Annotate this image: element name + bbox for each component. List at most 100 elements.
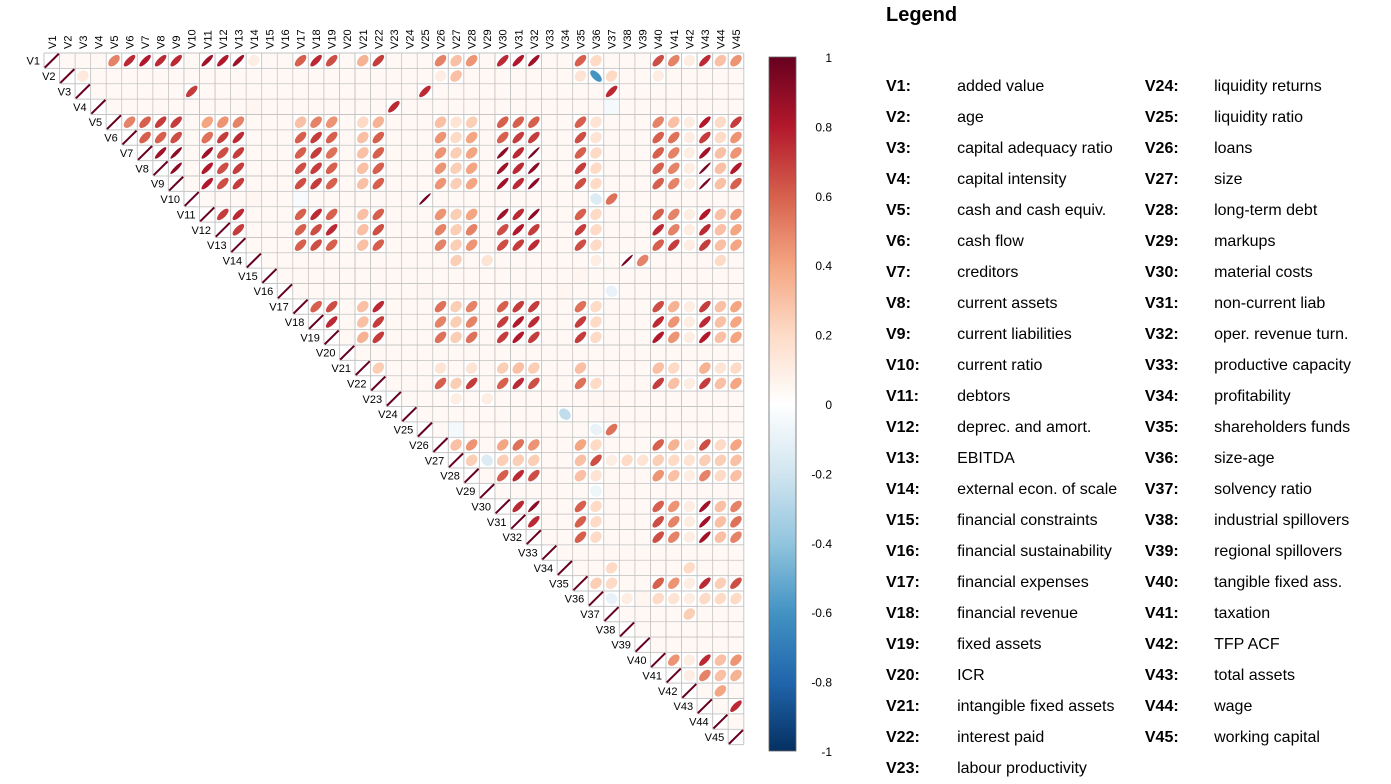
correlation-cell bbox=[573, 391, 588, 407]
correlation-cell bbox=[573, 84, 588, 99]
correlation-cell bbox=[557, 176, 573, 191]
correlation-cell bbox=[511, 253, 526, 268]
row-label: V31 bbox=[487, 517, 507, 529]
correlation-cell bbox=[262, 191, 277, 207]
correlation-ellipse bbox=[574, 439, 587, 451]
legend-code: V7: bbox=[886, 263, 911, 281]
legend-label: external econ. of scale bbox=[957, 480, 1118, 498]
legend-label: oper. revenue turn. bbox=[1214, 325, 1349, 343]
correlation-cell bbox=[417, 330, 433, 345]
legend-label: ICR bbox=[957, 666, 985, 684]
correlation-ellipse bbox=[139, 54, 151, 67]
correlation-cell bbox=[635, 606, 650, 622]
correlation-ellipse bbox=[714, 147, 727, 159]
correlation-cell bbox=[619, 499, 635, 514]
correlation-cell bbox=[542, 130, 557, 145]
legend-label: creditors bbox=[957, 263, 1019, 281]
correlation-ellipse bbox=[465, 54, 478, 67]
correlation-cell bbox=[402, 176, 417, 191]
correlation-cell bbox=[635, 391, 650, 407]
correlation-ellipse bbox=[590, 500, 602, 513]
correlation-ellipse bbox=[232, 116, 245, 128]
correlation-cell bbox=[479, 53, 495, 68]
correlation-cell bbox=[666, 422, 682, 437]
correlation-cell bbox=[293, 84, 308, 99]
correlation-cell bbox=[728, 483, 744, 499]
correlation-ellipse bbox=[559, 408, 571, 420]
row-label: V36 bbox=[565, 594, 585, 606]
correlation-cell bbox=[479, 145, 495, 161]
correlation-ellipse bbox=[310, 54, 322, 67]
correlation-ellipse bbox=[730, 54, 742, 67]
column-label: V20 bbox=[342, 29, 354, 49]
correlation-cell bbox=[479, 407, 495, 422]
correlation-cell bbox=[464, 191, 479, 207]
legend-label: capital intensity bbox=[957, 170, 1067, 188]
correlation-cell bbox=[386, 314, 402, 330]
correlation-cell bbox=[666, 407, 682, 422]
correlation-cell bbox=[588, 545, 604, 560]
correlation-ellipse bbox=[310, 300, 322, 313]
correlation-cell bbox=[386, 207, 402, 222]
correlation-ellipse bbox=[668, 177, 680, 190]
correlation-cell bbox=[277, 191, 293, 207]
correlation-ellipse bbox=[699, 469, 711, 482]
correlation-ellipse bbox=[465, 131, 478, 144]
correlation-cell bbox=[386, 330, 402, 345]
correlation-cell bbox=[402, 299, 417, 314]
correlation-ellipse bbox=[357, 331, 369, 344]
legend-code: V27: bbox=[1144, 170, 1179, 188]
correlation-cell bbox=[433, 345, 448, 360]
correlation-ellipse bbox=[652, 331, 664, 344]
correlation-cell bbox=[542, 207, 557, 222]
correlation-cell bbox=[682, 360, 697, 376]
correlation-cell bbox=[339, 330, 355, 345]
correlation-ellipse bbox=[217, 147, 229, 159]
legend-row: V8: current assets V31: non-current liab bbox=[884, 288, 1391, 319]
correlation-cell bbox=[417, 376, 433, 391]
correlation-cell bbox=[588, 284, 604, 299]
correlation-ellipse bbox=[185, 85, 198, 98]
correlation-cell bbox=[355, 253, 371, 268]
correlation-ellipse bbox=[574, 300, 587, 313]
correlation-cell bbox=[386, 53, 402, 68]
colorbar-tick-label: -1 bbox=[821, 745, 832, 759]
correlation-cell bbox=[386, 345, 402, 360]
correlation-cell bbox=[402, 253, 417, 268]
correlation-cell bbox=[184, 99, 199, 114]
correlation-ellipse bbox=[574, 362, 587, 374]
diagonal-mark bbox=[557, 560, 573, 576]
correlation-cell bbox=[417, 99, 433, 114]
correlation-cell bbox=[713, 407, 728, 422]
correlation-cell bbox=[635, 468, 650, 483]
column-label: V37 bbox=[607, 29, 619, 49]
correlation-ellipse bbox=[512, 208, 525, 221]
correlation-ellipse bbox=[574, 531, 587, 543]
correlation-ellipse bbox=[512, 500, 525, 513]
legend-row: V2: age V25: liquidity ratio bbox=[884, 102, 1391, 133]
correlation-cell bbox=[697, 483, 713, 499]
correlation-cell bbox=[153, 84, 168, 99]
correlation-cell bbox=[619, 360, 635, 376]
correlation-cell bbox=[215, 191, 231, 207]
correlation-cell bbox=[542, 114, 557, 130]
legend-code: V3: bbox=[886, 139, 911, 157]
correlation-cell bbox=[542, 330, 557, 345]
correlation-cell bbox=[635, 422, 650, 437]
correlation-cell bbox=[604, 237, 619, 253]
correlation-cell bbox=[728, 545, 744, 560]
correlation-ellipse bbox=[714, 239, 727, 251]
correlation-ellipse bbox=[714, 500, 727, 513]
correlation-cell bbox=[635, 284, 650, 299]
correlation-cell bbox=[448, 345, 464, 360]
correlation-ellipse bbox=[699, 454, 711, 467]
correlation-cell bbox=[417, 407, 433, 422]
correlation-cell bbox=[464, 422, 479, 437]
correlation-cell bbox=[371, 345, 386, 360]
correlation-ellipse bbox=[357, 208, 369, 221]
correlation-cell bbox=[542, 191, 557, 207]
correlation-ellipse bbox=[496, 147, 509, 159]
correlation-cell bbox=[542, 284, 557, 299]
correlation-ellipse bbox=[357, 54, 369, 67]
correlation-ellipse bbox=[294, 54, 307, 67]
